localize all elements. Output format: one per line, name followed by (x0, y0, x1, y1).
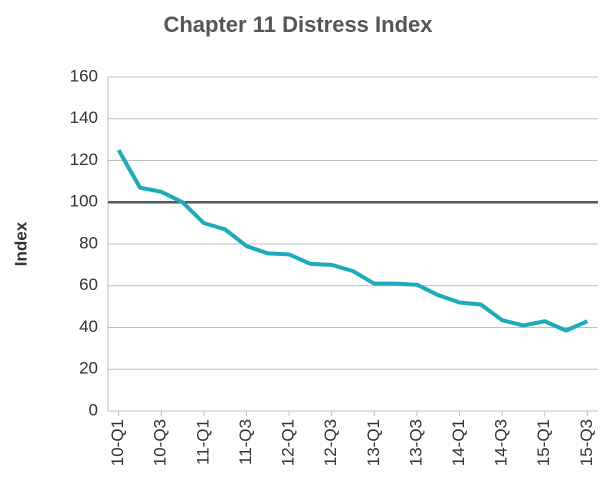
y-tick-label: 160 (70, 66, 98, 85)
chart-title: Chapter 11 Distress Index (163, 12, 433, 37)
y-tick-label: 40 (79, 317, 98, 336)
y-tick-label: 140 (70, 108, 98, 127)
y-axis-title: Index (11, 221, 30, 266)
x-tick-label: 14-Q1 (449, 419, 468, 466)
y-tick-label: 60 (79, 275, 98, 294)
x-tick-label: 11-Q3 (236, 419, 255, 465)
x-tick-label: 11-Q1 (193, 419, 212, 465)
y-tick-label: 20 (79, 359, 98, 378)
x-tick-label: 13-Q3 (406, 419, 425, 466)
y-tick-label: 100 (70, 192, 98, 211)
y-tick-label: 80 (79, 233, 98, 252)
data-line (116, 149, 589, 333)
x-tick-label: 12-Q1 (279, 419, 298, 466)
y-tick-label: 0 (89, 400, 98, 419)
x-tick-label: 12-Q3 (321, 419, 340, 466)
x-tick-label: 10-Q1 (108, 419, 127, 466)
x-tick-label: 14-Q3 (492, 419, 511, 466)
x-tick-label: 15-Q3 (577, 419, 596, 466)
x-tick-label: 15-Q1 (534, 419, 553, 466)
x-tick-label: 10-Q3 (151, 419, 170, 466)
x-tick-label: 13-Q1 (364, 419, 383, 466)
y-tick-label: 120 (70, 150, 98, 169)
